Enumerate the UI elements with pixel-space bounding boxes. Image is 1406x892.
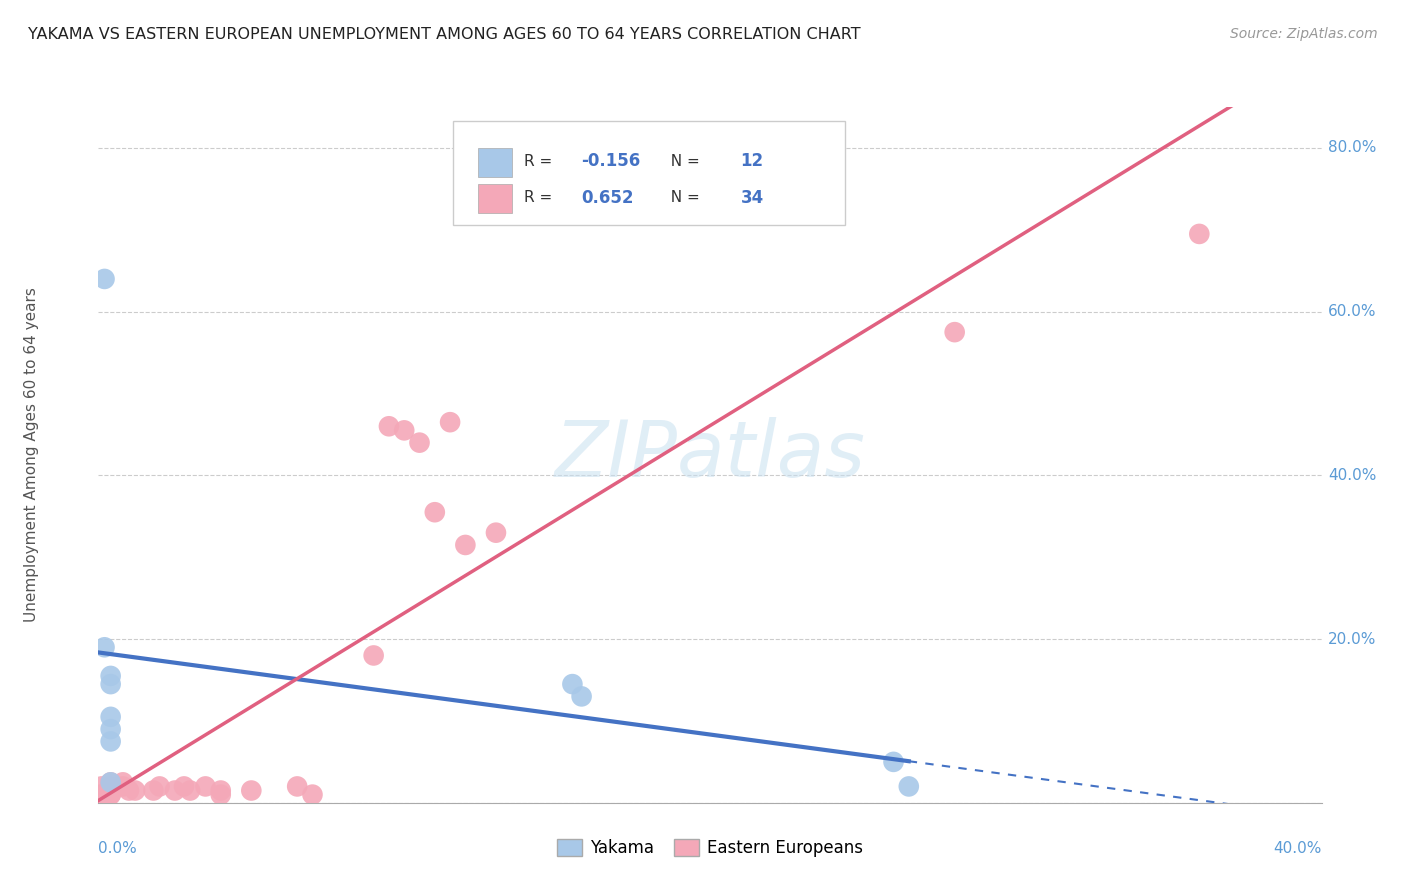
Point xyxy=(124,783,146,797)
Point xyxy=(100,722,122,736)
Legend: Yakama, Eastern Europeans: Yakama, Eastern Europeans xyxy=(550,832,870,864)
Text: YAKAMA VS EASTERN EUROPEAN UNEMPLOYMENT AMONG AGES 60 TO 64 YEARS CORRELATION CH: YAKAMA VS EASTERN EUROPEAN UNEMPLOYMENT … xyxy=(28,27,860,42)
Point xyxy=(100,775,122,789)
Point xyxy=(897,780,920,794)
Point xyxy=(571,690,593,704)
Point xyxy=(90,780,112,794)
Point xyxy=(100,734,122,748)
Point xyxy=(363,648,385,663)
Point xyxy=(423,505,446,519)
Point xyxy=(179,783,201,797)
Point xyxy=(93,640,115,655)
Text: Unemployment Among Ages 60 to 64 years: Unemployment Among Ages 60 to 64 years xyxy=(24,287,38,623)
Point xyxy=(173,780,195,794)
Point xyxy=(240,783,263,797)
Point xyxy=(142,783,165,797)
Text: 0.652: 0.652 xyxy=(582,188,634,207)
Bar xyxy=(478,184,512,213)
Point xyxy=(392,423,416,437)
Text: R =: R = xyxy=(524,154,557,169)
Point xyxy=(100,783,122,797)
Text: Source: ZipAtlas.com: Source: ZipAtlas.com xyxy=(1230,27,1378,41)
Point xyxy=(561,677,583,691)
Point xyxy=(485,525,508,540)
Point xyxy=(111,775,134,789)
Text: N =: N = xyxy=(661,190,704,205)
Point xyxy=(301,788,323,802)
Point xyxy=(100,788,122,802)
Point xyxy=(1188,227,1211,241)
Point xyxy=(408,435,430,450)
Point xyxy=(100,669,122,683)
Text: ZIPatlas: ZIPatlas xyxy=(554,417,866,493)
Text: 40.0%: 40.0% xyxy=(1274,841,1322,856)
Text: 34: 34 xyxy=(741,188,763,207)
Text: 80.0%: 80.0% xyxy=(1327,140,1376,155)
Text: N =: N = xyxy=(661,154,704,169)
Text: 40.0%: 40.0% xyxy=(1327,468,1376,483)
Text: R =: R = xyxy=(524,190,557,205)
Text: 60.0%: 60.0% xyxy=(1327,304,1376,319)
Point xyxy=(149,780,172,794)
Point xyxy=(100,783,122,797)
Point xyxy=(100,775,122,789)
Point xyxy=(454,538,477,552)
Point xyxy=(100,710,122,724)
FancyBboxPatch shape xyxy=(453,121,845,226)
Point xyxy=(100,677,122,691)
Point xyxy=(378,419,401,434)
Text: 20.0%: 20.0% xyxy=(1327,632,1376,647)
Point xyxy=(209,788,232,802)
Point xyxy=(111,780,134,794)
Point xyxy=(118,783,141,797)
Point xyxy=(163,783,186,797)
Text: -0.156: -0.156 xyxy=(582,153,641,170)
Point xyxy=(100,780,122,794)
Point xyxy=(439,415,461,429)
Point xyxy=(209,783,232,797)
Point xyxy=(90,788,112,802)
Point xyxy=(943,325,966,339)
Point xyxy=(100,788,122,802)
Point xyxy=(194,780,217,794)
Point xyxy=(90,788,112,802)
Text: 12: 12 xyxy=(741,153,763,170)
Point xyxy=(883,755,905,769)
Point xyxy=(93,272,115,286)
Text: 0.0%: 0.0% xyxy=(98,841,138,856)
Point xyxy=(285,780,308,794)
Bar xyxy=(478,148,512,177)
